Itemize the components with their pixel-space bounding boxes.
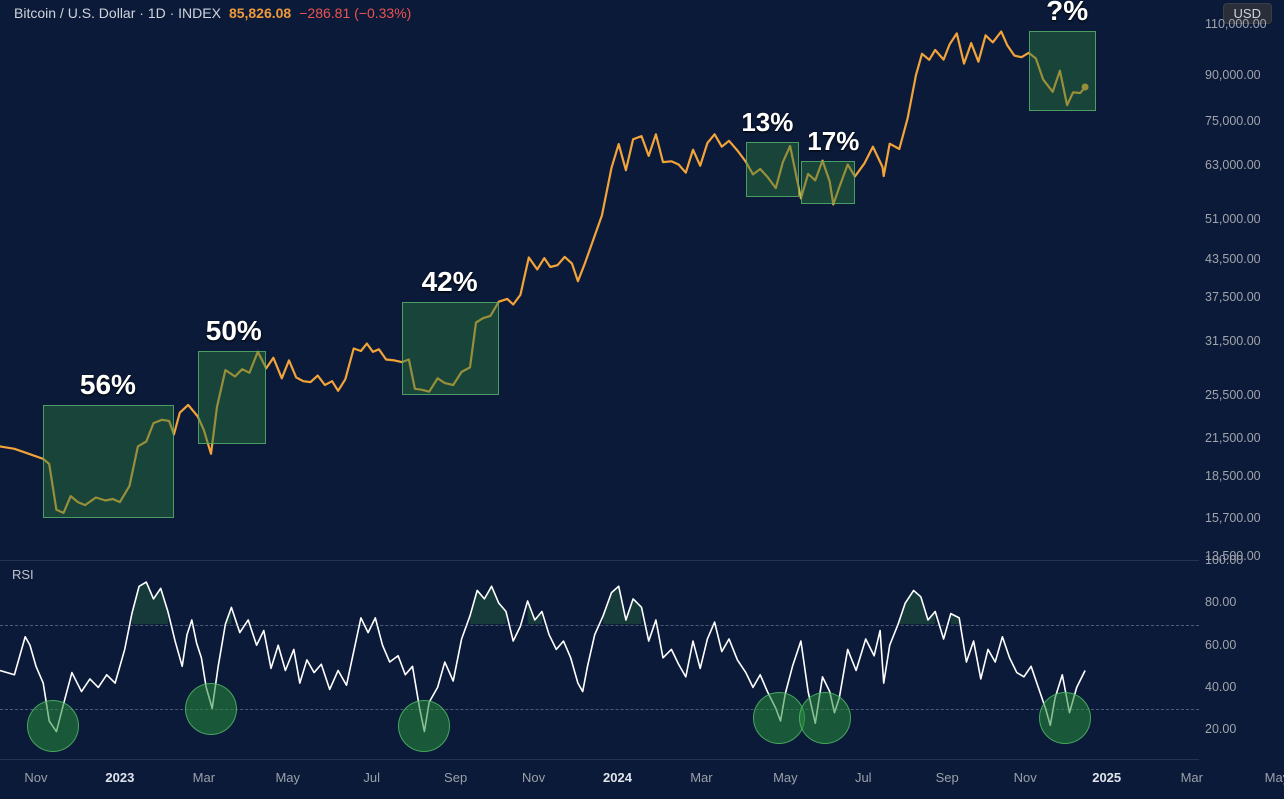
rsi-line-plot [0, 561, 1199, 740]
price-y-axis: 110,000.0090,000.0075,000.0063,000.0051,… [1199, 24, 1284, 556]
time-xtick: Sep [444, 770, 467, 785]
rsi-oversold-marker [1039, 692, 1091, 744]
rsi-ytick: 80.00 [1205, 595, 1236, 609]
rsi-y-axis: 100.0080.0060.0040.0020.00 [1199, 560, 1284, 740]
rsi-oversold-marker [398, 700, 450, 752]
highlight-box [746, 142, 799, 197]
rsi-guide-line [0, 709, 1199, 710]
price-ytick: 90,000.00 [1205, 68, 1261, 82]
price-ytick: 25,500.00 [1205, 388, 1261, 402]
price-ytick: 31,500.00 [1205, 334, 1261, 348]
time-xtick: May [773, 770, 798, 785]
highlight-box [43, 405, 174, 518]
time-xtick: Sep [936, 770, 959, 785]
highlight-box [1029, 31, 1096, 111]
price-ytick: 18,500.00 [1205, 469, 1261, 483]
rsi-oversold-marker [753, 692, 805, 744]
price-change: −286.81 (−0.33%) [299, 6, 411, 20]
price-ytick: 21,500.00 [1205, 431, 1261, 445]
time-xtick: May [1265, 770, 1284, 785]
price-ytick: 43,500.00 [1205, 252, 1261, 266]
time-xtick: Mar [690, 770, 712, 785]
price-chart-panel[interactable]: 56%50%42%13%17%?% [0, 24, 1199, 556]
highlight-label: 50% [206, 315, 262, 347]
time-xtick: 2023 [105, 770, 134, 785]
rsi-ytick: 20.00 [1205, 722, 1236, 736]
highlight-box [402, 302, 499, 395]
rsi-oversold-marker [799, 692, 851, 744]
time-xtick: Mar [1181, 770, 1203, 785]
rsi-chart-panel[interactable]: RSI [0, 560, 1199, 740]
highlight-label: 42% [422, 266, 478, 298]
price-ytick: 51,000.00 [1205, 212, 1261, 226]
chart-header: Bitcoin / U.S. Dollar · 1D · INDEX 85,82… [14, 6, 411, 20]
price-ytick: 37,500.00 [1205, 290, 1261, 304]
rsi-oversold-marker [27, 700, 79, 752]
price-ytick: 110,000.00 [1205, 17, 1267, 31]
highlight-label: 17% [807, 126, 859, 157]
rsi-ytick: 100.00 [1205, 553, 1243, 567]
price-line-plot [0, 24, 1199, 556]
time-xtick: Nov [522, 770, 545, 785]
time-x-axis: Nov 2023 Mar May Jul Sep Nov 2024 Mar May Jul Sep No… [0, 759, 1199, 799]
rsi-ytick: 60.00 [1205, 638, 1236, 652]
price-ytick: 63,000.00 [1205, 158, 1261, 172]
time-xtick: 2025 [1092, 770, 1121, 785]
time-xtick: Jul [855, 770, 872, 785]
time-xtick: May [275, 770, 300, 785]
highlight-box [198, 351, 266, 444]
time-xtick: Jul [363, 770, 380, 785]
highlight-label: 56% [80, 369, 136, 401]
time-xtick: 2024 [603, 770, 632, 785]
last-price: 85,826.08 [229, 6, 291, 20]
price-ytick: 15,700.00 [1205, 511, 1261, 525]
price-ytick: 75,000.00 [1205, 114, 1261, 128]
highlight-label: ?% [1046, 0, 1088, 27]
time-xtick: Nov [24, 770, 47, 785]
time-xtick: Mar [193, 770, 215, 785]
rsi-oversold-marker [185, 683, 237, 735]
rsi-ytick: 40.00 [1205, 680, 1236, 694]
highlight-label: 13% [741, 107, 793, 138]
highlight-box [801, 161, 855, 205]
symbol-label[interactable]: Bitcoin / U.S. Dollar · 1D · INDEX [14, 6, 221, 20]
rsi-guide-line [0, 625, 1199, 626]
time-xtick: Nov [1014, 770, 1037, 785]
